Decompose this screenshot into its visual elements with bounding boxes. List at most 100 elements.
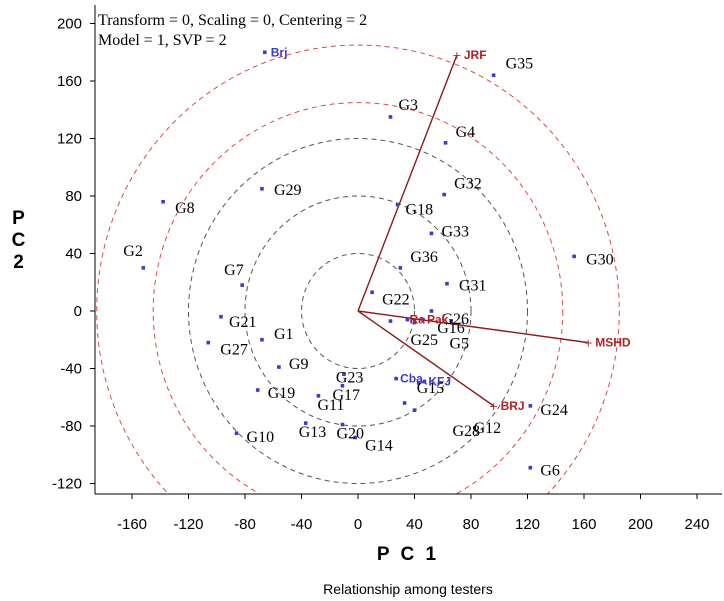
point-g27 [206,340,211,345]
y-tick-label: 200 [57,16,82,33]
point-label-g19: G19 [268,385,296,402]
vector-marker-mshd: + [584,337,593,350]
tester-label-cba: Cba [400,372,423,386]
point-g29 [260,187,264,191]
vector-marker-brj: + [489,400,498,413]
point-label-g32: G32 [454,176,482,193]
circle-5 [96,44,620,494]
point-g7 [240,283,244,287]
point-label-g18: G18 [406,202,434,219]
y-tick-label: -80 [60,418,82,435]
point-g11 [316,394,321,398]
point-g31 [445,281,449,286]
point-g3 [388,115,393,119]
tester-point-kfj [422,379,427,384]
point-g19 [255,388,260,392]
circle-1 [301,253,415,369]
point-label-g27: G27 [220,342,248,359]
tester-point-brj [262,50,267,55]
point-label-g20: G20 [336,426,364,443]
tester-point-pak [421,317,425,322]
point-g9 [277,365,281,369]
x-axis-title: P C 1 [377,544,439,565]
point-label-g12: G12 [474,420,502,437]
x-tick-label: 80 [463,516,480,533]
point-label-g16: G16 [437,320,465,337]
x-tick-label: -80 [234,516,256,533]
point-label-g11: G11 [317,397,344,414]
point-g16 [449,319,454,323]
point-label-g1: G1 [274,326,294,343]
tester-point-ra [405,317,410,322]
point-label-g21: G21 [229,314,257,331]
x-tick-label: 120 [515,516,540,533]
point-label-g35: G35 [506,55,534,72]
point-label-g5: G5 [450,336,470,353]
vector-mshd [357,310,589,344]
vector-jrf [357,54,458,312]
point-label-g29: G29 [274,182,302,199]
point-label-g4: G4 [456,124,476,141]
point-label-g30: G30 [586,251,614,268]
point-g20 [340,422,345,427]
point-label-g7: G7 [224,262,244,279]
x-tick-label: -160 [117,516,147,533]
y-tick-label: -120 [52,476,82,493]
point-g32 [442,192,446,197]
tick-labels: -160 -120 -80 -40 0 40 80 120 160 200 240 -120 -80 -4… [52,16,710,534]
y-axis-title-char: 2 [13,252,27,273]
vector-label-jrf: JRF [464,48,487,62]
tester-label-kfj: KFJ [428,374,451,388]
vector-brj [357,310,495,407]
point-label-g28: G28 [453,423,481,440]
point-label-g36: G36 [410,249,438,266]
point-g28 [412,408,417,412]
header-line-1: Transform = 0, Scaling = 0, Centering = … [98,12,367,29]
tester-label-brj: Brj [271,45,288,59]
point-label-g22: G22 [382,291,410,308]
x-tick-label: -120 [173,516,203,533]
point-g35 [491,73,496,78]
point-g24 [528,404,533,408]
point-label-g15: G15 [417,380,445,397]
point-g25 [388,319,393,323]
point-label-g31: G31 [459,278,487,295]
x-tick-label: -40 [291,516,313,533]
circle-3 [188,138,528,484]
header-line-2: Model = 1, SVP = 2 [98,32,227,49]
point-g30 [572,254,576,259]
point-label-g23: G23 [336,369,364,386]
point-g17 [340,383,345,388]
point-g10 [234,431,239,435]
concentric-circles [96,44,620,494]
point-g18 [395,202,400,207]
y-axis-title-char: P [12,208,28,229]
caption: Relationship among testers [323,581,493,597]
point-label-g25: G25 [410,332,438,349]
point-g13 [303,421,308,425]
circle-4 [152,102,564,494]
x-tick-label: 200 [628,516,653,533]
point-g23 [342,372,346,377]
point-label-g24: G24 [540,402,568,419]
point-label-g26: G26 [441,311,469,328]
point-g6 [528,465,533,470]
point-g21 [219,314,223,319]
point-label-g3: G3 [398,97,418,114]
point-label-g10: G10 [247,429,275,446]
vector-marker-jrf: + [452,49,461,62]
y-tick-label: 160 [57,73,82,90]
point-label-g8: G8 [175,200,195,217]
vector-label-mshd: MSHD [595,336,631,350]
vector-label-brj: BRJ [501,399,525,413]
x-tick-label: 0 [354,516,362,533]
point-label-g13: G13 [299,424,327,441]
y-axis-title-char: C [12,230,29,251]
point-g1 [260,337,264,342]
point-g8 [161,199,165,204]
x-tick-label: 240 [684,516,709,533]
y-tick-label: 120 [57,131,82,148]
tester-point-cba [394,376,398,381]
y-tick-label: 0 [74,303,82,320]
